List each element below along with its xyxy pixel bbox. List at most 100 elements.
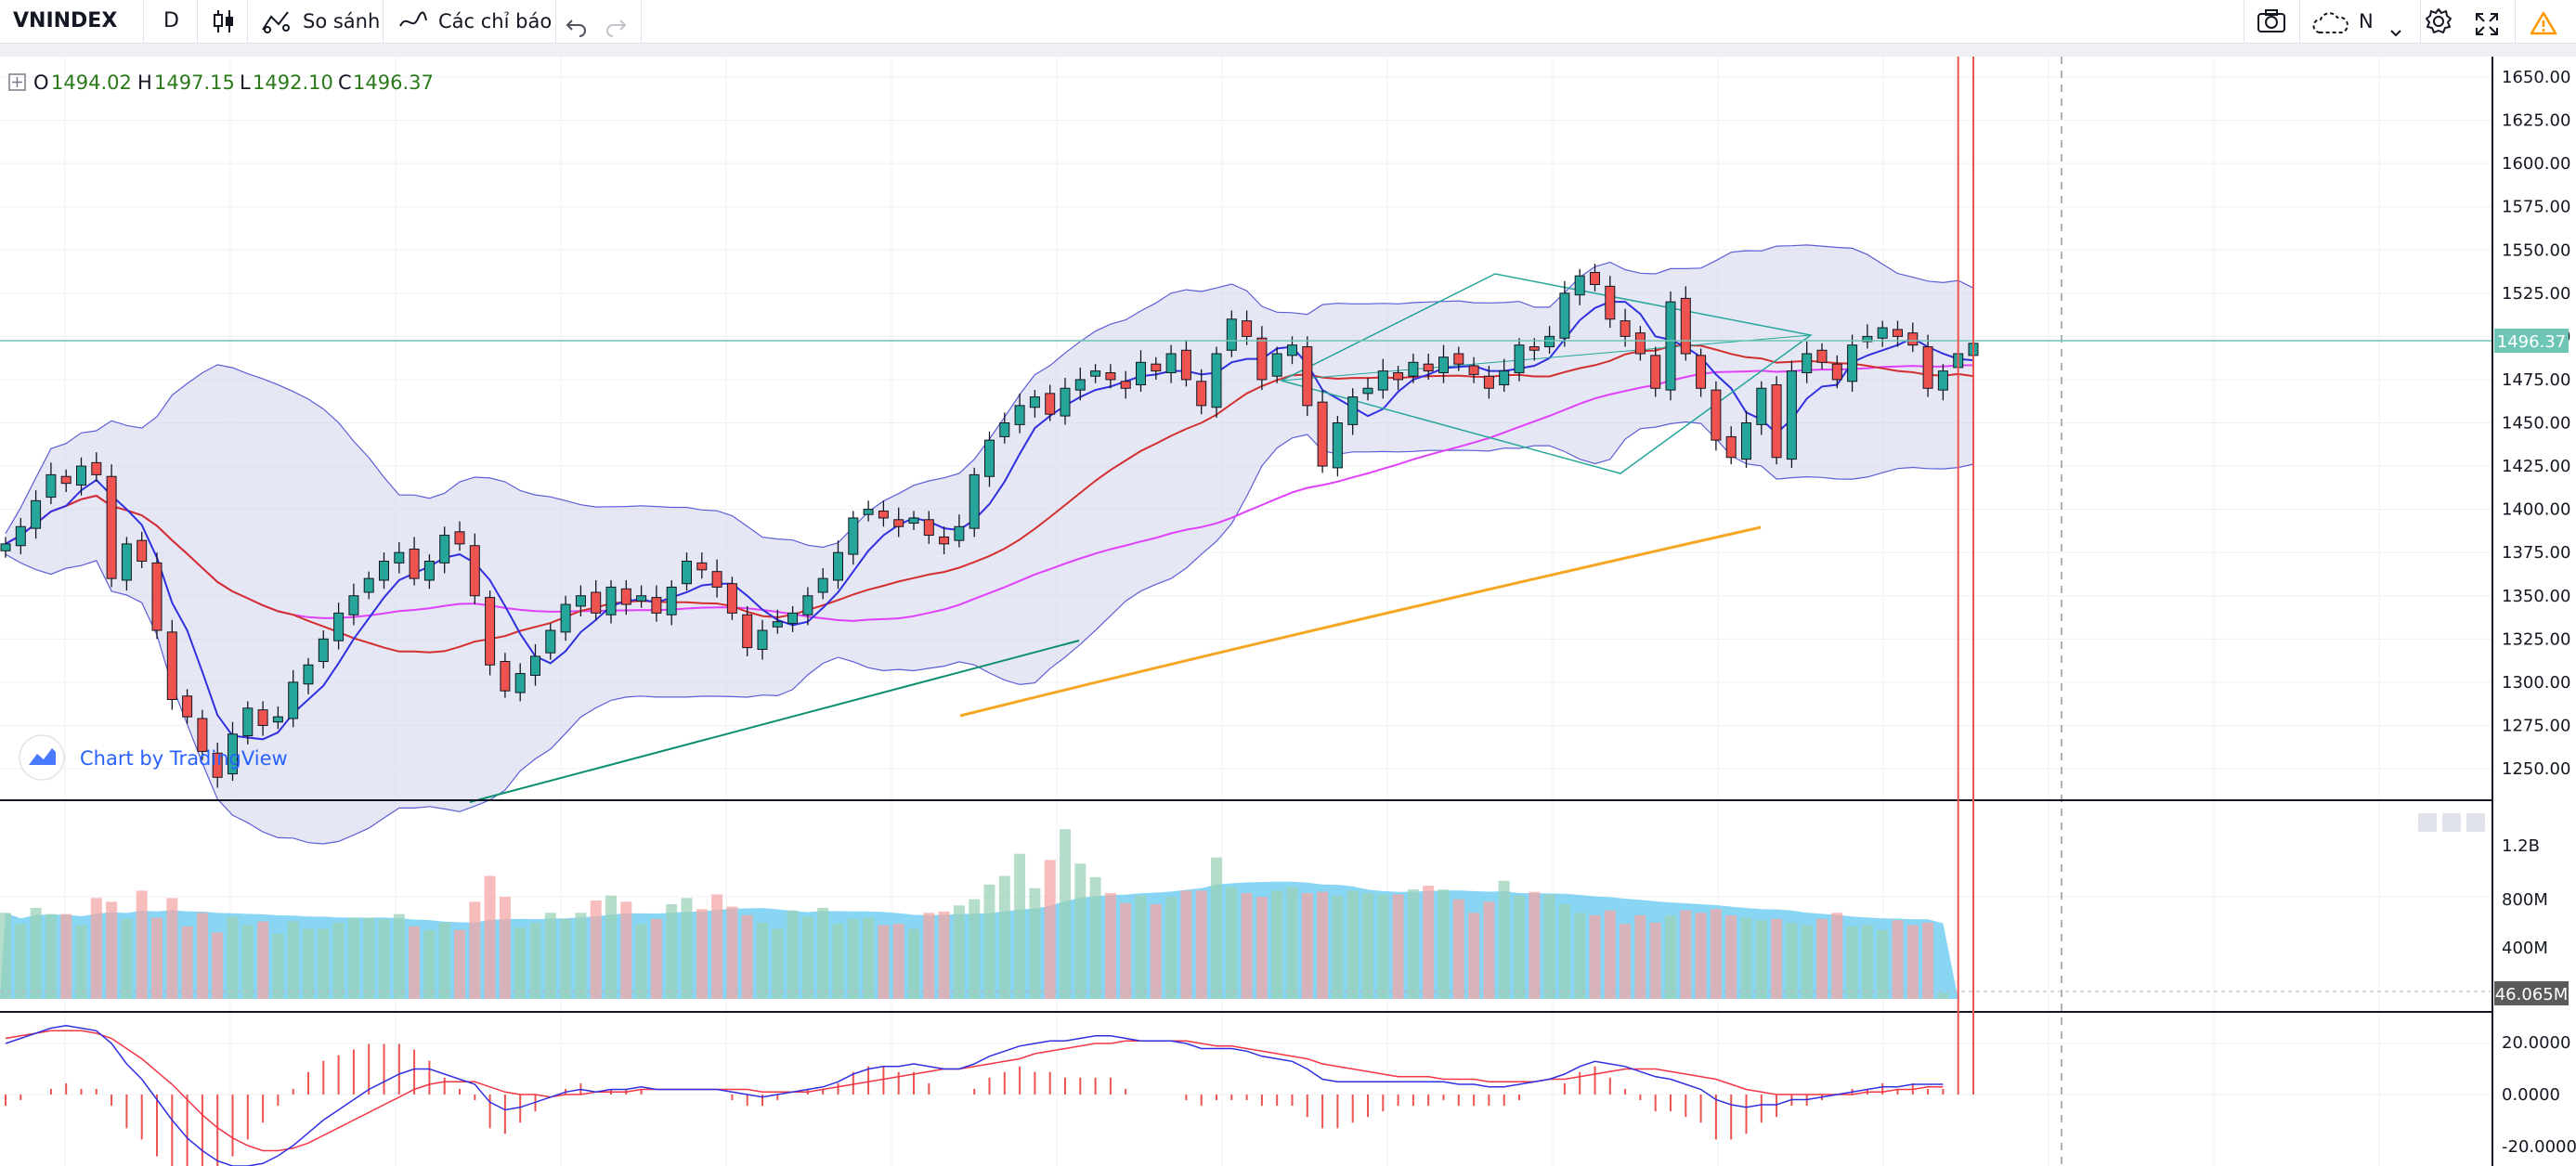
candle-down xyxy=(1483,375,1494,389)
volume-bar xyxy=(726,906,738,999)
volume-bar xyxy=(227,916,239,999)
volume-axis[interactable]: 1.2B 800M 400M xyxy=(2502,836,2548,958)
candle-down xyxy=(1196,381,1207,407)
interval-button[interactable]: D xyxy=(163,9,179,32)
chevron-down-icon xyxy=(2388,13,2403,37)
volume-bar xyxy=(287,921,299,999)
volume-bar xyxy=(332,922,345,999)
candle-up xyxy=(1332,422,1343,469)
volume-bar xyxy=(1014,853,1026,999)
volume-bar xyxy=(892,924,904,999)
candle-style-icon[interactable] xyxy=(210,7,238,35)
camera-icon[interactable] xyxy=(2257,7,2286,35)
layout-button[interactable]: N xyxy=(2312,0,2401,43)
candle-down xyxy=(1711,389,1722,441)
candle-up xyxy=(1090,370,1101,377)
ma200-line xyxy=(959,525,1762,718)
pane-controls[interactable] xyxy=(2418,813,2485,832)
candle-down xyxy=(197,718,208,752)
volume-bar xyxy=(953,905,965,999)
candle-up xyxy=(318,638,329,663)
tradingview-watermark[interactable]: Chart by TradingView xyxy=(19,734,288,781)
candle-down xyxy=(651,597,662,614)
volume-bar xyxy=(1452,899,1464,999)
candlestick-series[interactable] xyxy=(0,264,1979,788)
candle-down xyxy=(696,562,708,571)
candle-up xyxy=(954,525,965,541)
candle-down xyxy=(212,752,223,778)
chart-canvas[interactable]: 1650.00 1625.00 1600.00 1575.00 1550.00 1525.… xyxy=(0,57,2576,1166)
candle-up xyxy=(15,525,26,547)
volume-bar xyxy=(151,917,163,999)
gear-icon[interactable] xyxy=(2424,6,2453,36)
candle-up xyxy=(1377,370,1388,391)
price-axis-tick: 1275.00 xyxy=(2502,716,2570,735)
candle-down xyxy=(1317,401,1328,467)
compare-button[interactable]: So sánh xyxy=(260,0,380,43)
volume-bar xyxy=(1740,917,1752,999)
volume-bar xyxy=(1922,922,1934,999)
candle-down xyxy=(1302,346,1313,407)
candle-up xyxy=(848,517,859,555)
candle-down xyxy=(1620,320,1631,337)
legend-close-value: 1496.37 xyxy=(353,71,434,94)
candle-up xyxy=(833,551,843,581)
volume-bar xyxy=(1407,889,1419,999)
indicators-icon xyxy=(397,7,429,35)
legend-low-label: L xyxy=(240,71,251,94)
volume-bar xyxy=(1438,889,1450,999)
legend-high-value: 1497.15 xyxy=(154,71,235,94)
volume-bar xyxy=(1816,918,1828,999)
volume-bar xyxy=(1771,918,1783,999)
candle-up xyxy=(333,612,345,641)
fullscreen-icon[interactable] xyxy=(2474,9,2500,35)
warning-icon[interactable] xyxy=(2530,8,2557,35)
volume-bar xyxy=(1725,914,1737,999)
volume-bar xyxy=(378,918,390,999)
candle-up xyxy=(682,561,692,585)
pane-maximize-button[interactable] xyxy=(2466,813,2485,832)
legend-close-label: C xyxy=(338,71,352,94)
symbol-search[interactable]: VNINDEX xyxy=(13,9,118,32)
volume-bar xyxy=(1498,880,1510,999)
volume-axis-tick: 800M xyxy=(2502,890,2548,910)
candle-up xyxy=(545,629,556,654)
price-axis[interactable]: 1650.00 1625.00 1600.00 1575.00 1550.00 1525.… xyxy=(2502,68,2570,779)
indicators-button[interactable]: Các chỉ báo xyxy=(397,0,552,43)
top-toolbar: VNINDEX D So sánh Các chỉ báo N xyxy=(0,0,2576,44)
volume-bar xyxy=(1831,913,1843,999)
volume-bar xyxy=(757,922,768,999)
candle-up xyxy=(817,577,828,593)
candle-up xyxy=(288,681,299,719)
candle-up xyxy=(1786,370,1797,460)
volume-bar xyxy=(575,913,587,999)
candle-up xyxy=(1438,356,1449,373)
volume-bar xyxy=(303,928,314,999)
toolbar-shadow-strip xyxy=(0,44,2576,57)
price-axis-tick: 1550.00 xyxy=(2502,240,2570,260)
volume-bar xyxy=(787,910,799,999)
undo-icon[interactable] xyxy=(565,9,589,37)
candle-up xyxy=(1014,405,1025,425)
candle-up xyxy=(1029,396,1040,408)
macd-axis[interactable]: 20.0000 0.0000 -20.0000 xyxy=(2502,1033,2576,1157)
candle-down xyxy=(1771,384,1782,459)
volume-bar xyxy=(1332,895,1344,999)
volume-bar xyxy=(847,918,859,999)
candle-down xyxy=(409,548,420,579)
pane-move-down-button[interactable] xyxy=(2442,813,2461,832)
legend-high-label: H xyxy=(137,71,152,94)
indicators-label: Các chỉ báo xyxy=(438,10,553,32)
volume-bar xyxy=(1877,929,1889,999)
candle-up xyxy=(121,543,132,581)
price-axis-tick: 1625.00 xyxy=(2502,111,2570,131)
watermark-text: Chart by TradingView xyxy=(80,747,288,770)
candle-up xyxy=(423,561,435,581)
trendline-drawings[interactable] xyxy=(469,273,1813,803)
redo-icon[interactable] xyxy=(604,9,628,37)
volume-bar xyxy=(1165,897,1177,999)
candle-up xyxy=(575,595,586,607)
legend-toggle-icon[interactable] xyxy=(8,73,26,91)
pane-move-up-button[interactable] xyxy=(2418,813,2437,832)
volume-bar xyxy=(1861,925,1873,999)
